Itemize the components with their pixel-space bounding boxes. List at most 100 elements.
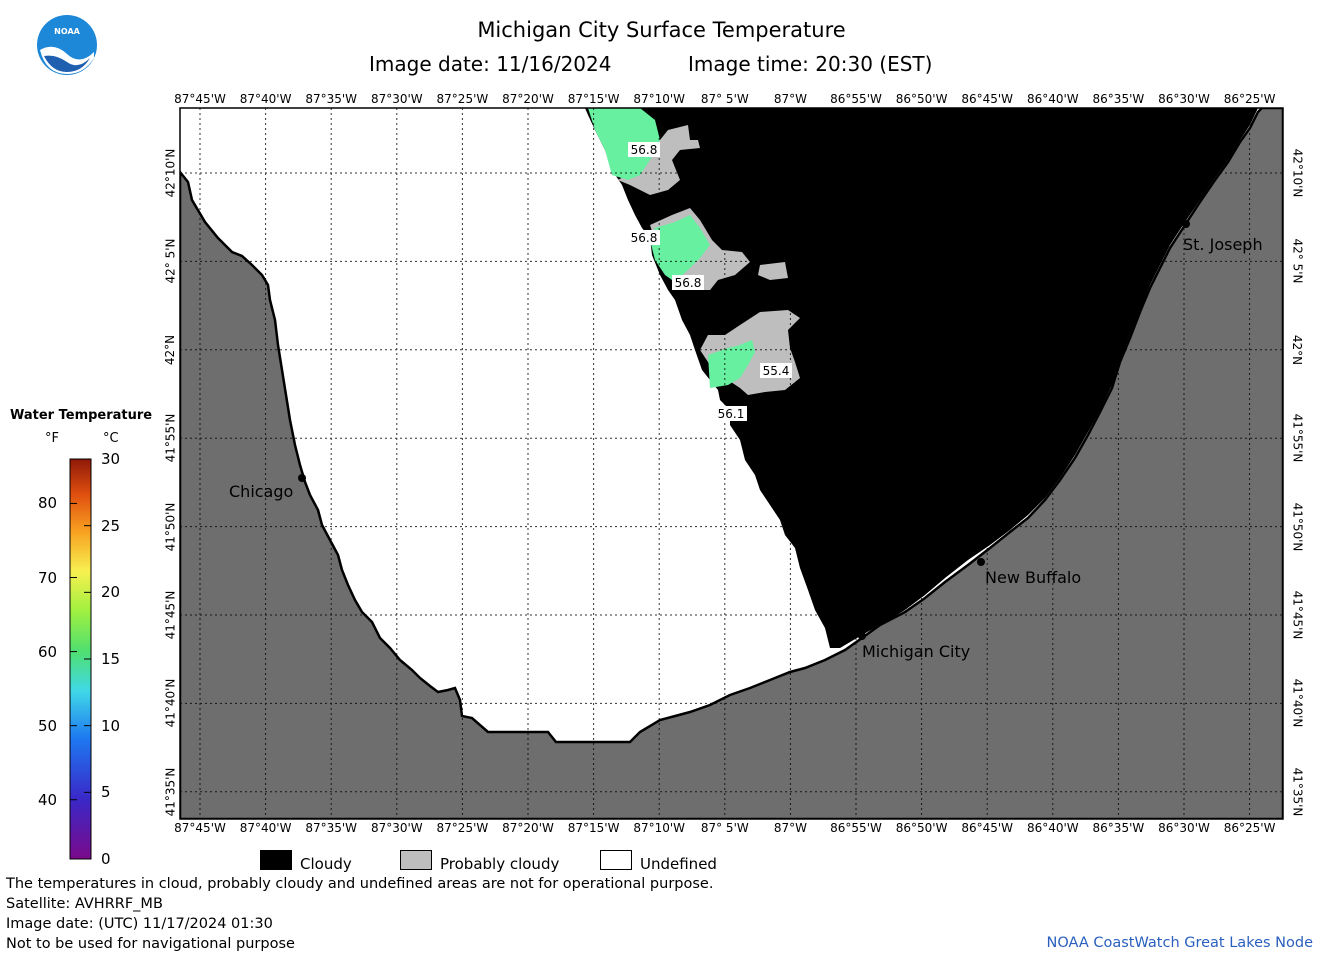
navigation-warning: Not to be used for navigational purpose (6, 936, 295, 952)
longitude-label: 87°15'W (567, 821, 620, 835)
unit-fahrenheit: °F (45, 431, 59, 446)
unit-celsius: °C (103, 431, 119, 446)
key-undefined-label: Undefined (640, 855, 717, 873)
longitude-label: 86°45'W (961, 821, 1014, 835)
key-probably-cloudy-label: Probably cloudy (440, 855, 560, 873)
temperature-label: 56.8 (631, 143, 658, 157)
disclaimer-text: The temperatures in cloud, probably clou… (6, 876, 714, 892)
utc-date-text: Image date: (UTC) 11/17/2024 01:30 (6, 916, 273, 932)
latitude-label: 42°N (1290, 334, 1305, 365)
longitude-label: 86°30'W (1158, 92, 1210, 106)
legend-title: Water Temperature (10, 408, 153, 423)
credit-text: NOAA CoastWatch Great Lakes Node (1046, 935, 1313, 951)
longitude-label: 87°15'W (567, 92, 620, 106)
longitude-label: 86°35'W (1092, 821, 1145, 835)
city-marker (977, 558, 985, 566)
key-probably-cloudy-swatch (400, 850, 432, 870)
latitude-label: 41°45'N (162, 590, 177, 640)
celsius-tick-label: 30 (101, 450, 121, 468)
temperature-label: 56.8 (631, 231, 658, 245)
latitude-label: 42°10'N (162, 148, 177, 198)
fahrenheit-tick-label: 60 (38, 642, 58, 661)
celsius-tick-label: 15 (101, 650, 121, 668)
longitude-label: 86°40'W (1026, 92, 1079, 106)
logo-text: NOAA (54, 27, 80, 36)
latitude-label: 42°10'N (1289, 148, 1304, 198)
map-frame (179, 107, 1284, 820)
longitude-label: 86°55'W (830, 821, 882, 835)
longitude-label: 86°30'W (1158, 821, 1210, 835)
city-marker (858, 632, 866, 640)
probably-cloudy-area (758, 262, 788, 280)
satellite-text: Satellite: AVHRRF_MB (6, 896, 163, 912)
latitude-label: 41°55'N (162, 413, 177, 463)
longitude-label: 86°25'W (1223, 821, 1276, 835)
city-label: New Buffalo (985, 568, 1081, 587)
longitude-label: 87°45'W (174, 821, 226, 835)
celsius-tick-label: 5 (101, 783, 111, 802)
longitude-label: 86°50'W (895, 821, 948, 835)
longitude-label: 87°20'W (502, 92, 554, 106)
city-label: St. Joseph (1183, 235, 1263, 254)
image-date: Image date: 11/16/2024 (369, 52, 612, 76)
fahrenheit-tick-label: 50 (38, 716, 58, 735)
latitude-label: 41°40'N (162, 678, 177, 728)
longitude-label: 87°10'W (633, 821, 686, 835)
key-undefined-swatch (600, 850, 632, 870)
fahrenheit-tick-label: 80 (38, 494, 58, 513)
longitude-label: 86°55'W (830, 92, 882, 106)
noaa-logo: NOAA (37, 15, 97, 75)
longitude-label: 87°35'W (305, 92, 358, 106)
page-title: Michigan City Surface Temperature (477, 18, 846, 42)
celsius-tick-label: 25 (101, 516, 121, 535)
fahrenheit-tick-label: 70 (38, 568, 58, 587)
longitude-label: 86°40'W (1026, 821, 1079, 835)
land-west (180, 108, 1283, 819)
latitude-label: 42° 5'N (1290, 238, 1304, 284)
city-marker (1182, 220, 1190, 228)
longitude-label: 87°W (773, 92, 807, 106)
city-marker (298, 474, 306, 482)
warm-water-area (650, 215, 710, 282)
key-cloudy-swatch (260, 850, 292, 870)
key-cloudy-label: Cloudy (300, 855, 352, 873)
warm-water-area (708, 340, 755, 388)
celsius-tick-label: 20 (101, 583, 121, 602)
longitude-label: 87°45'W (174, 92, 226, 106)
temperature-colorbar (69, 458, 92, 860)
longitude-label: 87°30'W (370, 821, 423, 835)
longitude-label: 86°45'W (961, 92, 1014, 106)
city-label: Michigan City (862, 642, 970, 661)
fahrenheit-tick-label: 40 (38, 790, 58, 809)
longitude-label: 87°W (773, 821, 807, 835)
latitude-label: 41°55'N (1289, 413, 1304, 463)
temperature-label: 56.8 (675, 276, 702, 290)
warm-water-area (588, 108, 660, 180)
latitude-label: 41°45'N (1289, 590, 1304, 640)
celsius-tick-label: 0 (101, 850, 111, 868)
image-time: Image time: 20:30 (EST) (688, 52, 933, 76)
longitude-label: 87°35'W (305, 821, 358, 835)
latitude-label: 41°50'N (162, 502, 177, 552)
latitude-label: 41°40'N (1289, 678, 1304, 728)
latitude-label: 42° 5'N (163, 238, 177, 284)
latitude-label: 41°50'N (1289, 502, 1304, 552)
longitude-label: 87°10'W (633, 92, 686, 106)
longitude-label: 86°25'W (1223, 92, 1276, 106)
latitude-label: 41°35'N (162, 767, 177, 817)
latitude-label: 42°N (163, 334, 178, 365)
longitude-label: 87°25'W (436, 92, 489, 106)
longitude-label: 87°40'W (239, 92, 292, 106)
longitude-label: 87°25'W (436, 821, 489, 835)
longitude-label: 87°40'W (239, 821, 292, 835)
city-label: Chicago (229, 482, 293, 501)
longitude-label: 87° 5'W (700, 821, 749, 835)
temperature-label: 56.1 (718, 407, 745, 421)
celsius-tick-label: 10 (101, 716, 121, 735)
latitude-label: 41°35'N (1289, 767, 1304, 817)
longitude-label: 86°50'W (895, 92, 948, 106)
temperature-label: 55.4 (763, 364, 790, 378)
longitude-label: 87° 5'W (700, 92, 749, 106)
longitude-label: 87°30'W (370, 92, 423, 106)
